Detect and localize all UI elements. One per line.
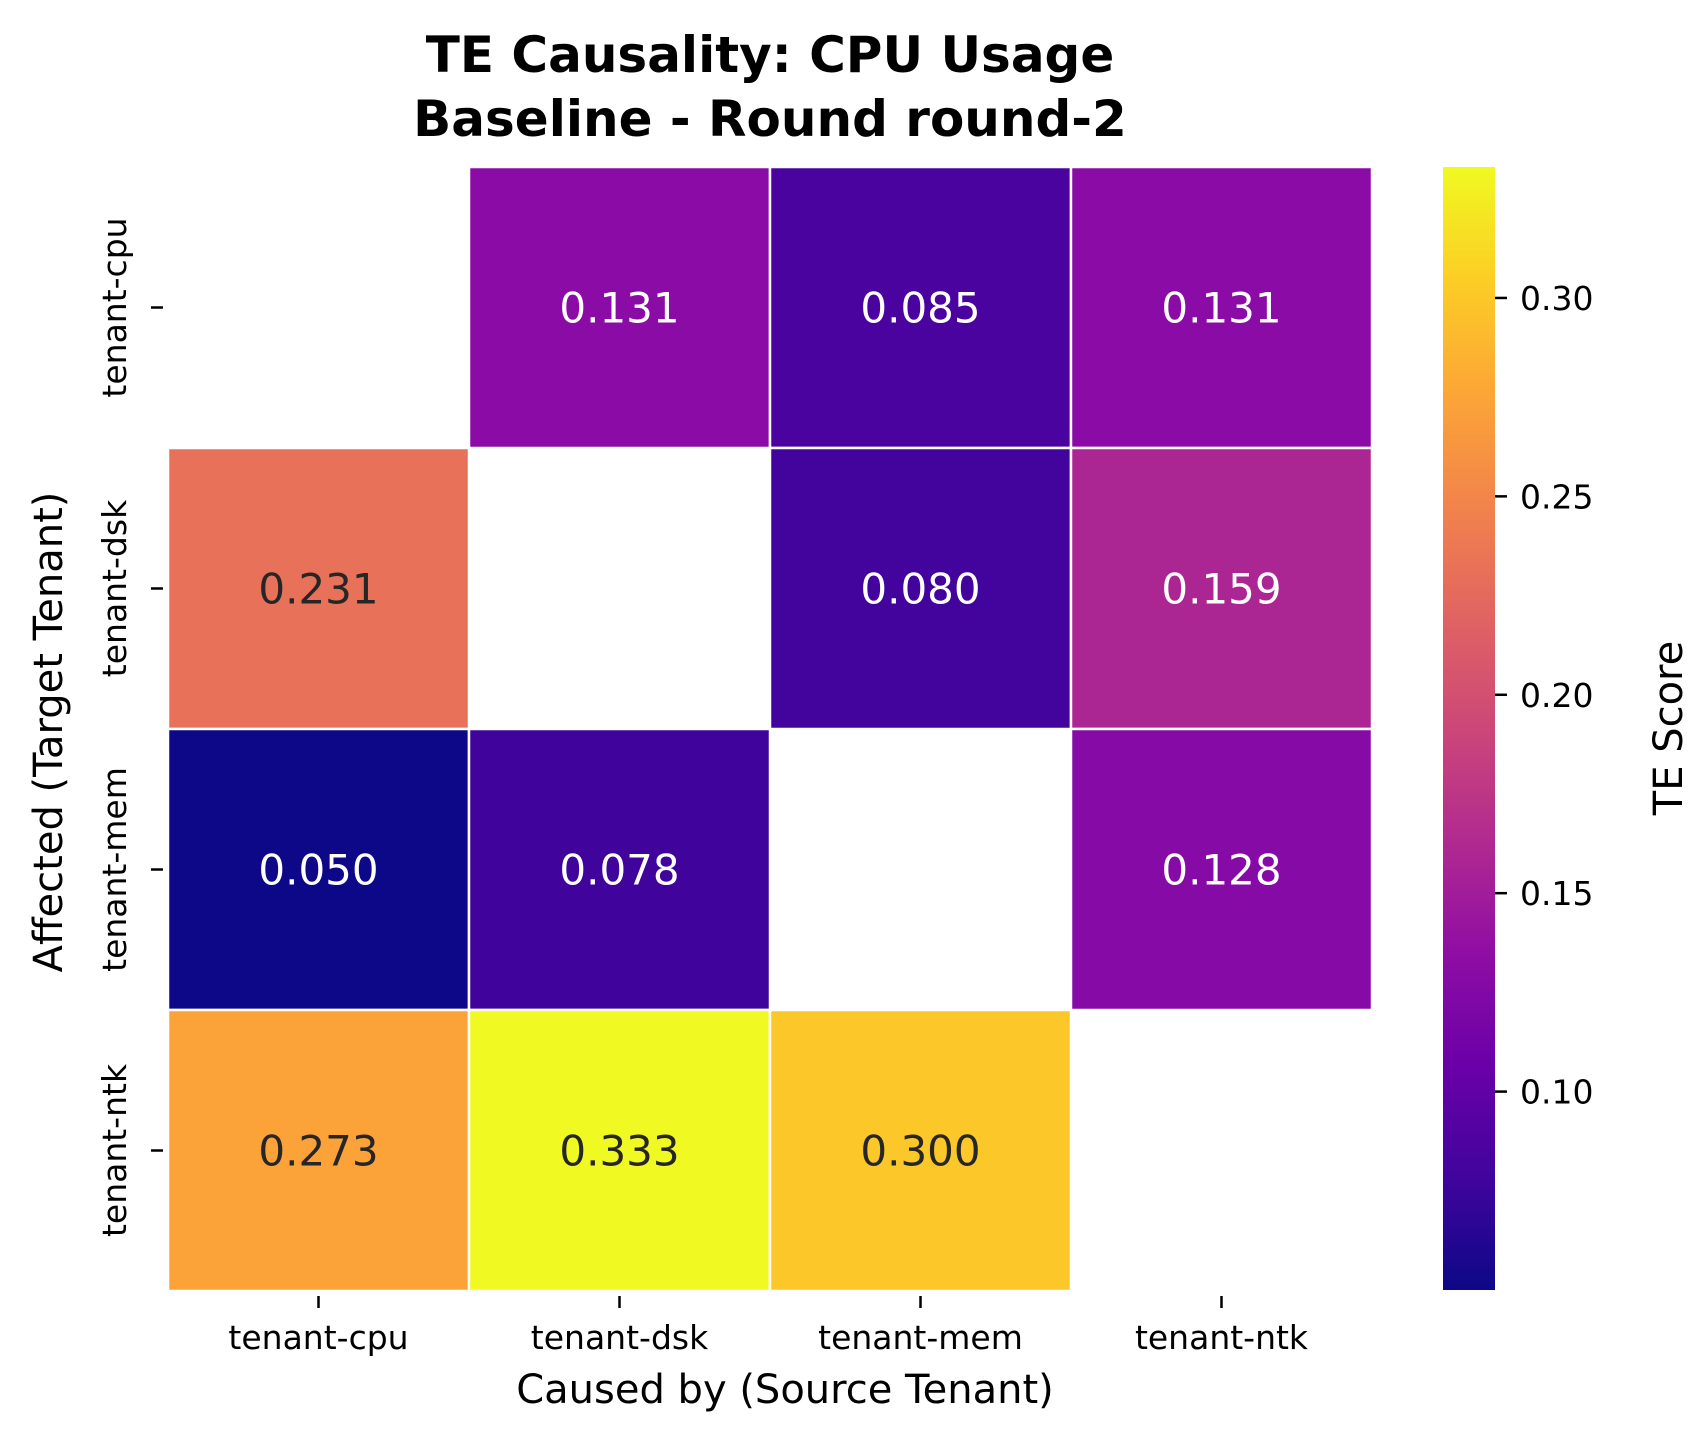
colorbar-label: TE Score xyxy=(1646,641,1692,816)
colorbar-tick-label: 0.30 xyxy=(1520,279,1593,318)
cell-value-label: 0.300 xyxy=(860,1127,980,1176)
x-tick-label: tenant-ntk xyxy=(1135,1318,1309,1357)
heatmap-cell xyxy=(768,1008,1073,1293)
cell-value-label: 0.078 xyxy=(559,846,679,895)
heatmap-cell xyxy=(467,727,772,1012)
heatmap-cell xyxy=(768,165,1073,450)
y-tick-label: tenant-cpu xyxy=(95,217,134,397)
heatmap-cells: 0.131 0.085 0.131 0.231 0.080 0.159 0.050 0.078… xyxy=(166,165,1374,1293)
cell-value-label: 0.050 xyxy=(258,846,378,895)
heatmap-cell xyxy=(467,165,772,450)
y-tick-label: tenant-ntk xyxy=(95,1063,134,1237)
y-tick-label: tenant-dsk xyxy=(95,499,134,677)
cell-value-label: 0.085 xyxy=(860,284,980,333)
cell-value-label: 0.333 xyxy=(559,1127,679,1176)
heatmap-cell xyxy=(768,446,1073,731)
y-tick-label: tenant-mem xyxy=(95,767,134,972)
colorbar-tick-label: 0.15 xyxy=(1520,874,1593,913)
cell-value-label: 0.080 xyxy=(860,565,980,614)
cell-value-label: 0.128 xyxy=(1161,846,1281,895)
y-axis: tenant-cpu tenant-dsk tenant-mem tenant-ntk xyxy=(95,217,163,1237)
x-tick-label: tenant-cpu xyxy=(228,1318,408,1357)
colorbar-ticks: 0.10 0.15 0.20 0.25 0.30 xyxy=(1495,279,1593,1112)
heatmap-cell xyxy=(166,1008,471,1293)
heatmap-cell xyxy=(166,446,471,731)
x-tick-label: tenant-mem xyxy=(818,1318,1023,1357)
heatmap-cell xyxy=(1069,446,1374,731)
cell-value-label: 0.131 xyxy=(559,284,679,333)
colorbar-tick-label: 0.25 xyxy=(1520,477,1593,516)
x-tick-label: tenant-dsk xyxy=(531,1318,709,1357)
colorbar-tick-label: 0.20 xyxy=(1520,676,1593,715)
x-axis-label: Caused by (Source Tenant) xyxy=(516,1367,1054,1413)
x-axis: tenant-cpu tenant-dsk tenant-mem tenant-ntk xyxy=(228,1296,1309,1357)
heatmap-cell xyxy=(1069,727,1374,1012)
y-axis-label: Affected (Target Tenant) xyxy=(26,492,72,973)
cell-value-label: 0.273 xyxy=(258,1127,378,1176)
heatmap-cell xyxy=(1069,165,1374,450)
chart-title-line-1: TE Causality: CPU Usage xyxy=(426,26,1115,84)
colorbar-tick-label: 0.10 xyxy=(1520,1073,1593,1112)
cell-value-label: 0.231 xyxy=(258,565,378,614)
chart-title-line-2: Baseline - Round round-2 xyxy=(413,90,1127,148)
cell-value-label: 0.131 xyxy=(1161,284,1281,333)
colorbar xyxy=(1443,167,1495,1290)
cell-value-label: 0.159 xyxy=(1161,565,1281,614)
